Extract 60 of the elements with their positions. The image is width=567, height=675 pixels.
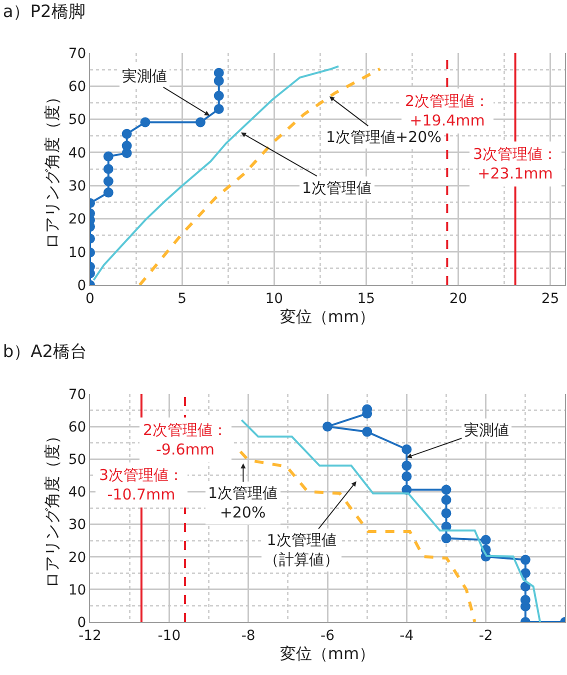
annotation: 1次管理値 +20% <box>208 484 278 522</box>
y-tick-label: 40 <box>68 145 86 162</box>
x-tick-label: 15 <box>357 290 376 307</box>
annotation: 実測値 <box>464 421 509 439</box>
point <box>480 534 491 545</box>
x-tick-label: -2 <box>478 628 493 644</box>
annotation: 1次管理値（計算値） <box>264 531 339 568</box>
x-tick-label: 25 <box>541 290 560 307</box>
x-tick-label: -10 <box>158 628 181 644</box>
annotation: 実測値 <box>122 67 167 85</box>
point <box>322 422 332 432</box>
y-tick-label: 70 <box>68 46 86 62</box>
line-series <box>138 67 382 285</box>
y-axis-title: ロアリング角度（度） <box>42 428 62 588</box>
x-tick-label: 5 <box>178 290 187 307</box>
x-axis-title: 変位（mm） <box>280 644 376 663</box>
annotation: 1次管理値 <box>302 179 372 197</box>
point <box>520 582 530 592</box>
point <box>520 594 530 605</box>
chart-title: b）A2橋台 <box>2 342 88 362</box>
point <box>214 90 224 101</box>
ref-line-label: 2次管理値： -9.6mm <box>143 421 228 458</box>
point <box>362 426 372 437</box>
y-tick-label: 10 <box>68 244 86 261</box>
y-tick-label: 20 <box>68 550 86 566</box>
x-tick-label: -4 <box>400 628 414 644</box>
point <box>402 460 412 471</box>
x-tick-label: 10 <box>265 290 284 307</box>
point <box>441 508 452 518</box>
point <box>195 117 206 128</box>
x-axis-title: 変位（mm） <box>280 306 376 326</box>
point <box>441 484 452 495</box>
ref-line-label: 3次管理値： -10.7mm <box>99 466 184 504</box>
y-tick-label: 20 <box>68 212 86 228</box>
y-tick-label: 30 <box>68 178 86 194</box>
y-tick-label: 50 <box>68 112 86 128</box>
y-axis-title: ロアリング角度（度） <box>42 89 62 249</box>
point <box>441 494 452 505</box>
point <box>441 533 452 544</box>
y-tick-label: 60 <box>68 419 86 436</box>
x-tick-label: 20 <box>449 290 468 307</box>
y-tick-label: 60 <box>68 79 86 96</box>
y-tick-label: 50 <box>68 452 86 468</box>
y-tick-label: 70 <box>68 386 86 403</box>
chart-title: a）P2橋脚 <box>2 2 86 22</box>
point <box>140 117 150 128</box>
annotation: 1次管理値+20% <box>326 128 442 146</box>
y-tick-label: 40 <box>68 484 86 501</box>
point <box>214 104 224 114</box>
point <box>402 444 412 454</box>
ref-line-label: 3次管理値： +23.1mm <box>473 145 558 182</box>
y-tick-label: 10 <box>68 582 86 598</box>
point <box>520 554 530 565</box>
y-tick-label: 0 <box>77 278 86 294</box>
x-tick-label: -8 <box>241 628 256 644</box>
y-tick-label: 30 <box>68 517 86 534</box>
ref-line-label: 2次管理値： +19.4mm <box>405 92 490 130</box>
point <box>214 68 224 78</box>
x-tick-label: -6 <box>320 628 335 644</box>
point <box>402 471 412 482</box>
